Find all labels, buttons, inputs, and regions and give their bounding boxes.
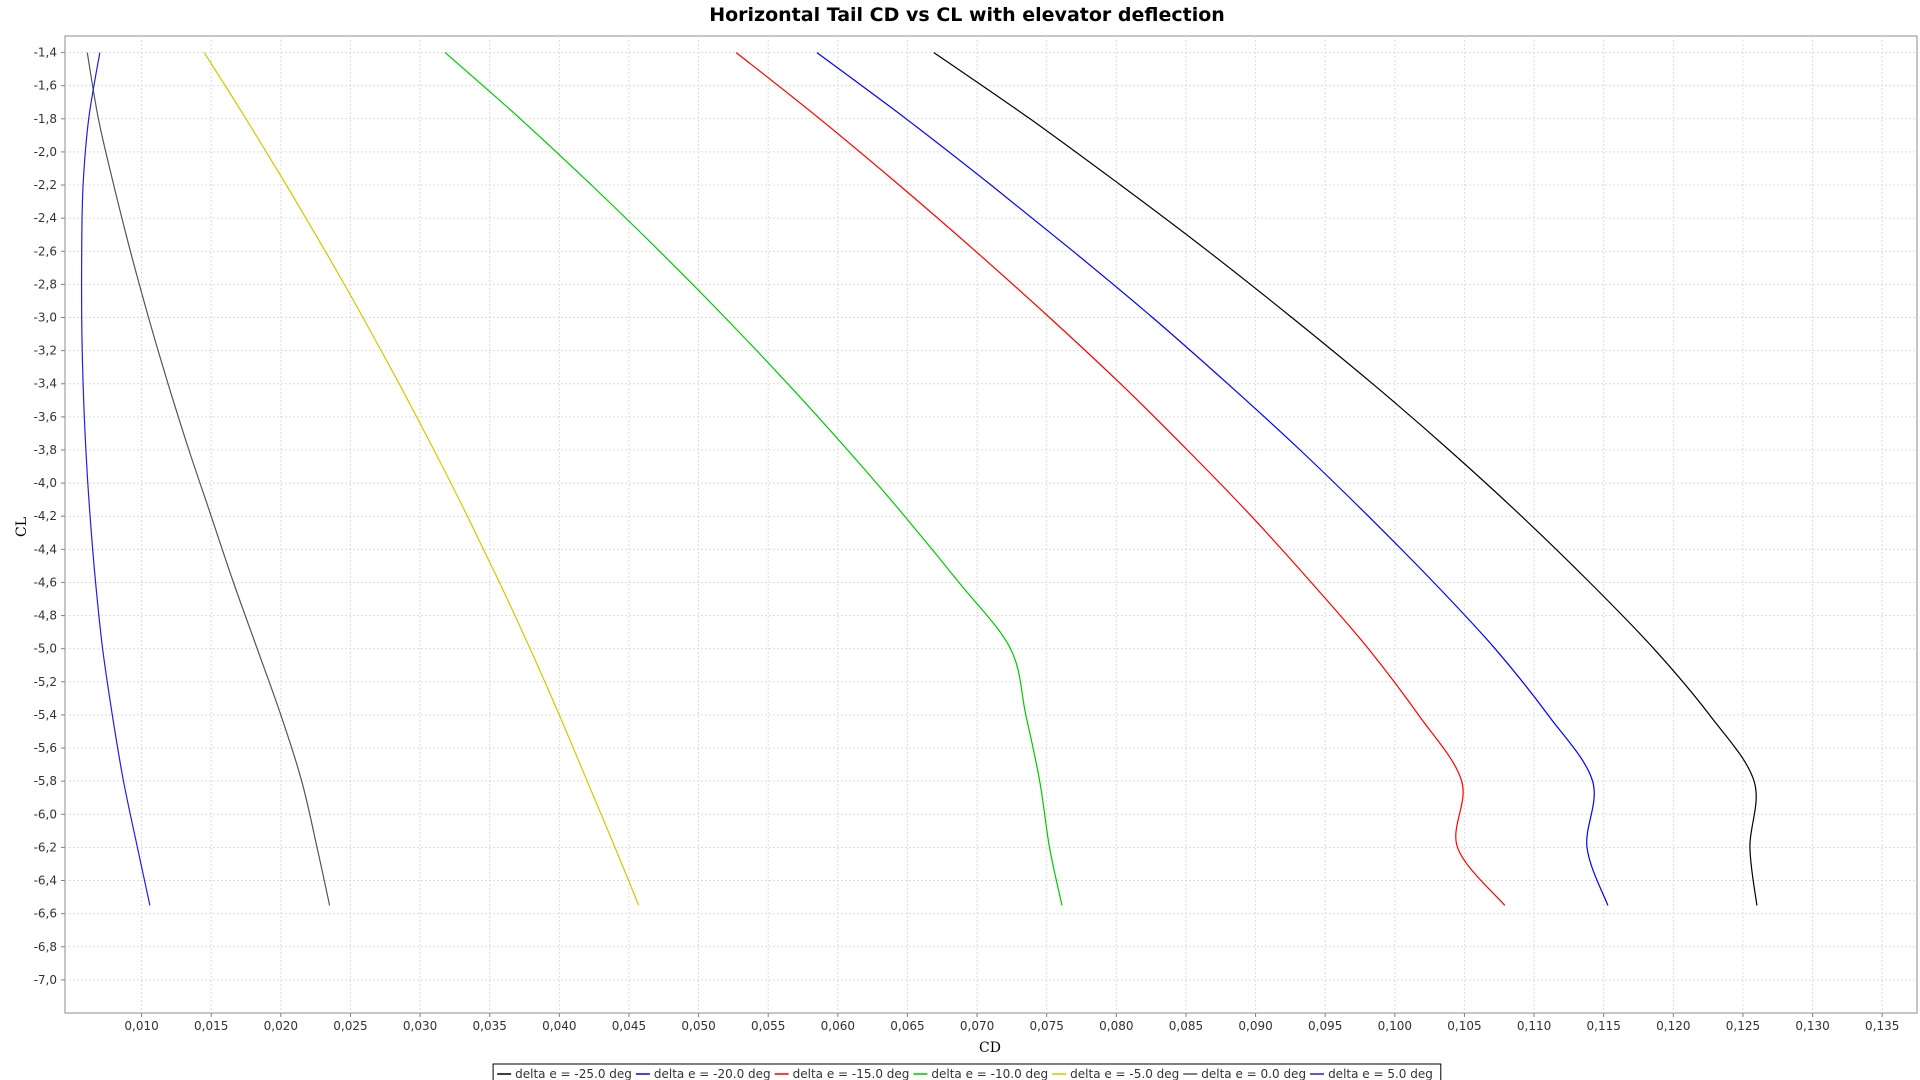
y-tick-label: -3,4 [34, 377, 57, 391]
y-tick-label: -7,0 [34, 973, 57, 987]
x-tick-label: 0,020 [264, 1019, 298, 1033]
x-tick-label: 0,045 [612, 1019, 646, 1033]
y-tick-label: -2,8 [34, 277, 57, 291]
x-axis: 0,010 0,015 0,020 0,025 0,030 0,035 0,040 0,045… [124, 1013, 1899, 1033]
y-tick-label: -3,2 [34, 344, 57, 358]
series-line-2 [735, 52, 1506, 906]
y-tick-label: -4,0 [34, 476, 57, 490]
y-tick-label: -6,6 [34, 907, 57, 921]
x-tick-label: 0,085 [1169, 1019, 1203, 1033]
y-tick-label: -2,4 [34, 211, 57, 225]
legend-label: delta e = -15.0 deg [793, 1067, 910, 1080]
x-tick-label: 0,040 [542, 1019, 576, 1033]
y-tick-label: -5,4 [34, 708, 57, 722]
y-tick-label: -2,6 [34, 244, 57, 258]
legend-label: delta e = -10.0 deg [931, 1067, 1048, 1080]
y-tick-label: -6,0 [34, 807, 57, 821]
y-tick-label: -4,2 [34, 509, 57, 523]
legend-label: delta e = 5.0 deg [1328, 1067, 1433, 1080]
x-tick-label: 0,070 [960, 1019, 994, 1033]
y-tick-label: -6,8 [34, 940, 57, 954]
y-tick-label: -3,0 [34, 311, 57, 325]
x-tick-label: 0,130 [1795, 1019, 1829, 1033]
x-tick-label: 0,015 [194, 1019, 228, 1033]
y-axis-label: CL [14, 517, 30, 537]
x-tick-label: 0,065 [890, 1019, 924, 1033]
y-axis: -1,4 -1,6 -1,8 -2,0 -2,2 -2,4 -2,6 -2,8 -3,0 -3,2… [34, 46, 65, 987]
legend-box [492, 1063, 1442, 1080]
x-tick-label: 0,135 [1865, 1019, 1899, 1033]
x-tick-label: 0,030 [403, 1019, 437, 1033]
chart-title: Horizontal Tail CD vs CL with elevator d… [709, 4, 1225, 26]
x-tick-label: 0,115 [1587, 1019, 1621, 1033]
series-line-1 [816, 52, 1609, 906]
x-tick-label: 0,025 [333, 1019, 367, 1033]
y-tick-label: -2,0 [34, 145, 57, 159]
x-tick-label: 0,110 [1517, 1019, 1551, 1033]
x-axis-label: CD [979, 1040, 1001, 1056]
series-line-6 [80, 52, 151, 906]
series-line-0 [933, 52, 1758, 906]
y-tick-label: -4,4 [34, 542, 57, 556]
series-line-5 [86, 52, 331, 906]
y-tick-label: -5,2 [34, 675, 57, 689]
x-tick-label: 0,010 [124, 1019, 158, 1033]
x-tick-label: 0,080 [1099, 1019, 1133, 1033]
series-line-4 [203, 52, 640, 906]
x-tick-label: 0,100 [1378, 1019, 1412, 1033]
x-tick-label: 0,105 [1447, 1019, 1481, 1033]
series-layer [80, 52, 1758, 906]
y-tick-label: -1,6 [34, 79, 57, 93]
y-tick-label: -2,2 [34, 178, 57, 192]
x-tick-label: 0,055 [751, 1019, 785, 1033]
y-tick-label: -5,8 [34, 774, 57, 788]
y-tick-label: -5,6 [34, 741, 57, 755]
y-tick-label: -6,4 [34, 874, 57, 888]
x-tick-label: 0,120 [1656, 1019, 1690, 1033]
plot-area [64, 35, 1918, 1014]
x-tick-label: 0,095 [1308, 1019, 1342, 1033]
y-tick-label: -3,8 [34, 443, 57, 457]
legend: delta e = -25.0 deg delta e = -20.0 deg de… [492, 1063, 1442, 1080]
x-tick-label: 0,035 [473, 1019, 507, 1033]
y-tick-label: -1,4 [34, 46, 57, 60]
y-tick-label: -5,0 [34, 642, 57, 656]
y-tick-label: -4,6 [34, 575, 57, 589]
x-tick-label: 0,060 [821, 1019, 855, 1033]
legend-label: delta e = -20.0 deg [654, 1067, 771, 1080]
legend-label: delta e = 0.0 deg [1201, 1067, 1306, 1080]
x-tick-label: 0,050 [681, 1019, 715, 1033]
x-tick-label: 0,090 [1238, 1019, 1272, 1033]
grid-lines [65, 36, 1917, 1013]
y-tick-label: -4,8 [34, 609, 57, 623]
y-tick-label: -3,6 [34, 410, 57, 424]
x-tick-label: 0,125 [1726, 1019, 1760, 1033]
x-tick-label: 0,075 [1030, 1019, 1064, 1033]
legend-label: delta e = -25.0 deg [515, 1067, 632, 1080]
legend-label: delta e = -5.0 deg [1070, 1067, 1179, 1080]
y-tick-label: -6,2 [34, 840, 57, 854]
series-line-3 [444, 52, 1063, 906]
y-tick-label: -1,8 [34, 112, 57, 126]
